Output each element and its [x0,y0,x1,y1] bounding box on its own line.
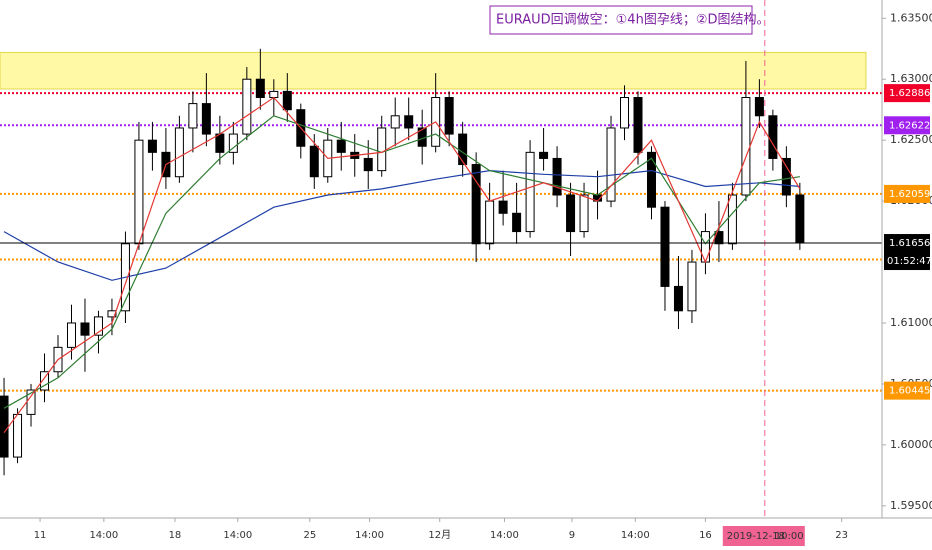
candle-body [107,310,117,318]
x-tick-label: 14:00 [89,530,118,541]
candle-body [754,97,764,117]
y-tick-label: 1.63000 [890,72,932,85]
candle-body [80,322,90,336]
level-tag [884,184,930,203]
candle-body [404,115,414,129]
y-tick-label: 1.60000 [890,438,932,451]
candle-body [700,231,710,263]
crosshair-tag [722,526,805,546]
moving-average [3,169,800,281]
countdown: 01:52:47 [887,256,932,267]
candle-body [471,164,481,245]
x-tick-label: 14:00 [355,530,384,541]
candle-body [687,261,697,312]
candle-body [93,316,103,336]
candle-body [228,133,238,153]
x-tick-label: 14:00 [223,530,252,541]
candle-body [660,206,670,287]
candle-body [727,194,737,245]
candle-body [66,322,76,348]
candle-body [201,103,211,135]
candle-body [188,103,198,129]
level-label: 1.60445 [889,386,930,397]
crosshair-time: 10:00 [775,531,804,542]
y-tick-label: 1.59500 [890,499,932,512]
level-label: 1.62886 [889,88,930,99]
level-tag [884,116,930,135]
candle-body [13,413,23,458]
candle-body [566,194,576,233]
candle-body [633,97,643,153]
candle-body [377,127,387,172]
candle-body [215,133,225,153]
candle-body [147,139,157,153]
x-tick-label: 12月 [428,529,451,541]
last-price-tag [884,234,930,271]
candle-body [485,200,495,245]
x-tick-label: 18 [169,530,182,541]
candle-body [174,127,184,178]
candle-body [336,139,346,153]
x-tick-label: 14:00 [490,530,519,541]
candle-body [620,97,630,129]
candle-body [795,194,805,244]
x-tick-label: 16 [699,530,712,541]
candle-body [606,127,616,202]
candle-body [444,97,454,135]
candle-body [390,115,400,129]
annotation: EURAUD回调做空：①4h图孕线；②D图结构。 [496,13,769,28]
candle-body [282,90,292,111]
x-tick-label: 14:00 [621,530,650,541]
y-tick-label: 1.63500 [890,11,932,24]
crosshair-date: 2019-12-18 [727,531,785,542]
level-tag [884,381,930,400]
candle-body [242,78,252,135]
x-tick-label: 9 [569,530,575,541]
supply-zone [0,51,867,90]
candle-body [579,194,589,233]
candle-body [512,212,522,233]
y-tick-label: 1.62500 [890,133,932,146]
x-tick-label: 25 [303,530,316,541]
candle-body [781,157,791,196]
level-tag [884,84,930,103]
candle-body [741,97,751,196]
candle-body [363,157,373,172]
candle-body [539,151,549,159]
moving-average [3,96,801,434]
candle-body [525,151,535,233]
candle-body [552,157,562,196]
candle-body [673,285,683,312]
annotation-box [489,5,753,35]
y-tick-label: 1.61000 [890,316,932,329]
plot-area [0,0,882,518]
last-price-label: 1.61656 [889,238,930,249]
candle-body [0,395,9,458]
candle-body [646,151,656,208]
candle-body [269,90,279,99]
candle-body [309,145,319,178]
candle-body [498,200,508,214]
candle-body [40,371,50,391]
candle-body [768,115,778,159]
level-label: 1.62059 [889,189,930,200]
level-label: 1.62622 [889,120,930,131]
candle-body [255,78,265,99]
x-tick-label: 11 [34,530,47,541]
candle-body [458,133,468,166]
candle-body [134,139,144,245]
x-tick-label: 23 [835,530,848,541]
